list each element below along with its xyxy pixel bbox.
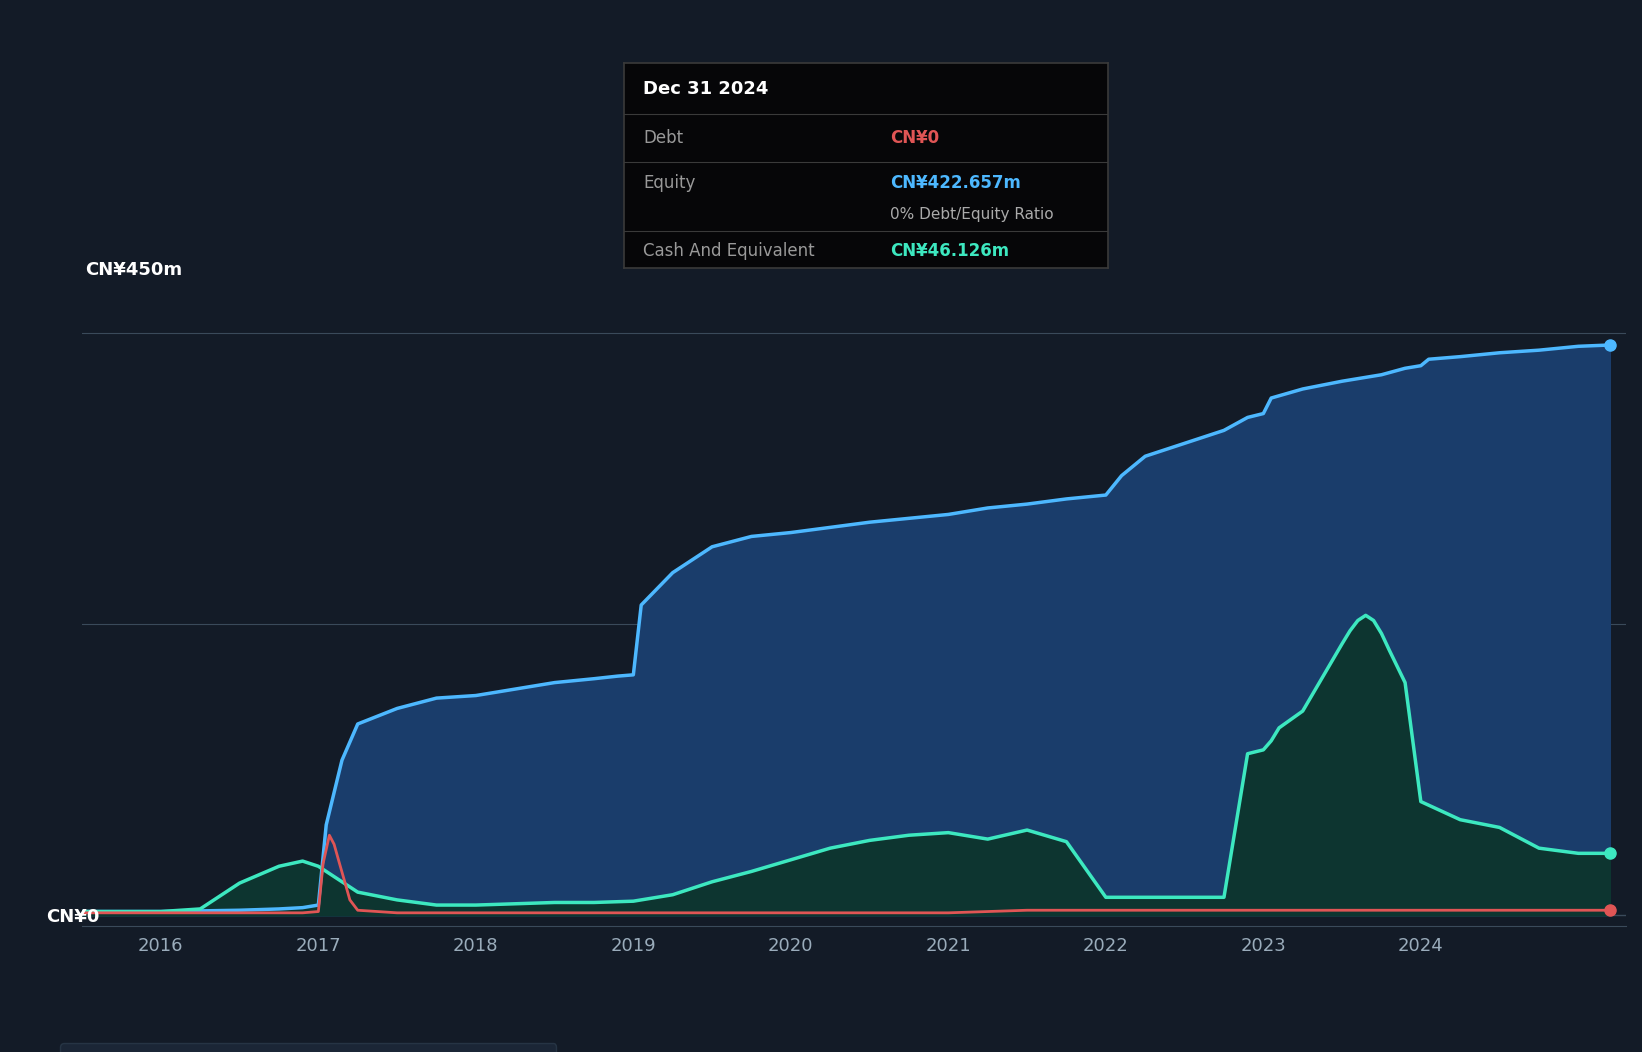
Text: CN¥0: CN¥0 [890, 128, 939, 147]
Text: Debt: Debt [644, 128, 683, 147]
Text: CN¥450m: CN¥450m [85, 261, 182, 279]
Text: CN¥46.126m: CN¥46.126m [890, 242, 1010, 260]
Text: Equity: Equity [644, 174, 696, 191]
Text: Dec 31 2024: Dec 31 2024 [644, 80, 768, 98]
Text: 0% Debt/Equity Ratio: 0% Debt/Equity Ratio [890, 206, 1054, 222]
Text: Cash And Equivalent: Cash And Equivalent [644, 242, 814, 260]
Text: CN¥422.657m: CN¥422.657m [890, 174, 1021, 191]
Text: CN¥0: CN¥0 [46, 908, 100, 927]
Legend: Debt, Equity, Cash And Equivalent: Debt, Equity, Cash And Equivalent [61, 1043, 557, 1052]
